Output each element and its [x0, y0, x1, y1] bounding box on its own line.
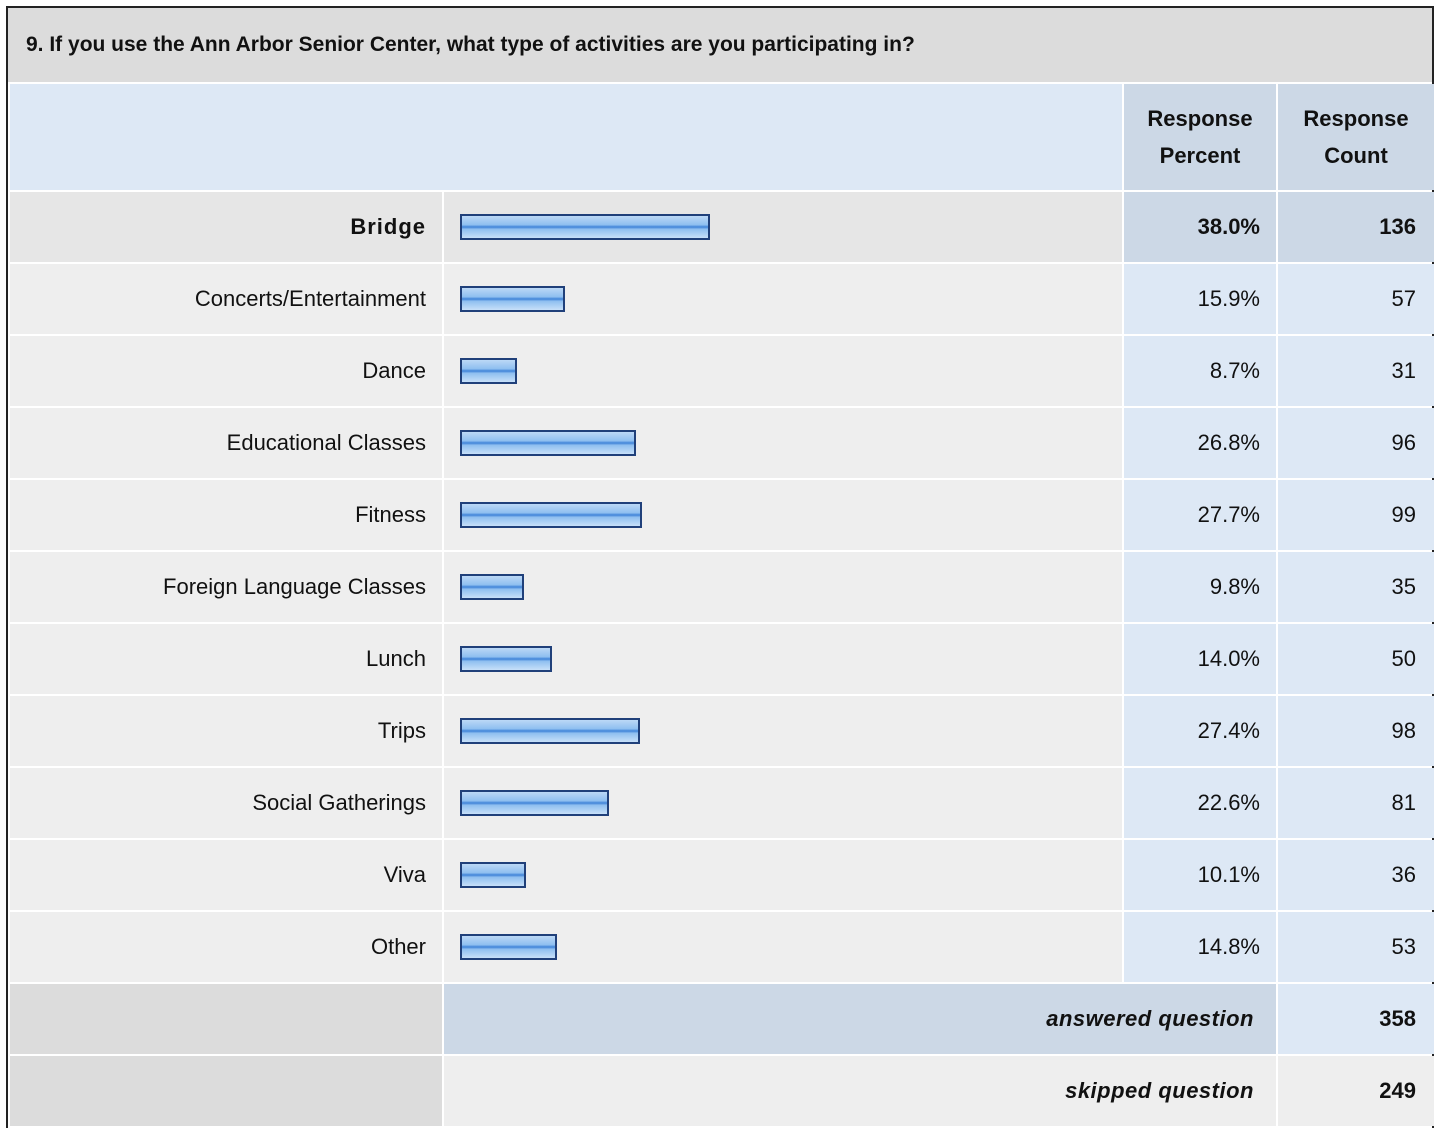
bar: [460, 790, 609, 816]
bar-cell: [444, 840, 1122, 910]
row-label: Other: [10, 912, 442, 982]
footer-blank: [10, 984, 442, 1054]
count: 50: [1278, 624, 1434, 694]
bar: [460, 574, 525, 600]
row-label: Fitness: [10, 480, 442, 550]
row-label: Social Gatherings: [10, 768, 442, 838]
row-label: Bridge: [10, 192, 442, 262]
percent: 22.6%: [1124, 768, 1276, 838]
row-label: Dance: [10, 336, 442, 406]
skipped-label: skipped question: [444, 1056, 1276, 1126]
count: 99: [1278, 480, 1434, 550]
percent: 9.8%: [1124, 552, 1276, 622]
bar: [460, 646, 553, 672]
header-blank: [10, 84, 1122, 190]
footer-blank: [10, 1056, 442, 1126]
percent: 26.8%: [1124, 408, 1276, 478]
bar: [460, 862, 527, 888]
row-label: Lunch: [10, 624, 442, 694]
row-label: Educational Classes: [10, 408, 442, 478]
count: 57: [1278, 264, 1434, 334]
percent: 38.0%: [1124, 192, 1276, 262]
bar-cell: [444, 336, 1122, 406]
answered-label: answered question: [444, 984, 1276, 1054]
percent: 27.7%: [1124, 480, 1276, 550]
percent: 10.1%: [1124, 840, 1276, 910]
answered-count: 358: [1278, 984, 1434, 1054]
question-title: 9. If you use the Ann Arbor Senior Cente…: [8, 8, 1432, 82]
row-label: Viva: [10, 840, 442, 910]
bar: [460, 358, 518, 384]
count: 36: [1278, 840, 1434, 910]
count: 53: [1278, 912, 1434, 982]
row-label: Concerts/Entertainment: [10, 264, 442, 334]
survey-table: 9. If you use the Ann Arbor Senior Cente…: [6, 6, 1434, 1128]
count: 98: [1278, 696, 1434, 766]
row-label: Trips: [10, 696, 442, 766]
count: 96: [1278, 408, 1434, 478]
count: 136: [1278, 192, 1434, 262]
percent: 14.0%: [1124, 624, 1276, 694]
count: 35: [1278, 552, 1434, 622]
bar: [460, 286, 565, 312]
count: 81: [1278, 768, 1434, 838]
header-percent: Response Percent: [1124, 84, 1276, 190]
percent: 27.4%: [1124, 696, 1276, 766]
count: 31: [1278, 336, 1434, 406]
percent: 15.9%: [1124, 264, 1276, 334]
bar: [460, 430, 637, 456]
bar-cell: [444, 552, 1122, 622]
bar: [460, 502, 643, 528]
bar: [460, 718, 641, 744]
bar: [460, 214, 711, 240]
header-count: Response Count: [1278, 84, 1434, 190]
bar: [460, 934, 558, 960]
percent: 14.8%: [1124, 912, 1276, 982]
row-label: Foreign Language Classes: [10, 552, 442, 622]
skipped-count: 249: [1278, 1056, 1434, 1126]
bar-cell: [444, 624, 1122, 694]
percent: 8.7%: [1124, 336, 1276, 406]
